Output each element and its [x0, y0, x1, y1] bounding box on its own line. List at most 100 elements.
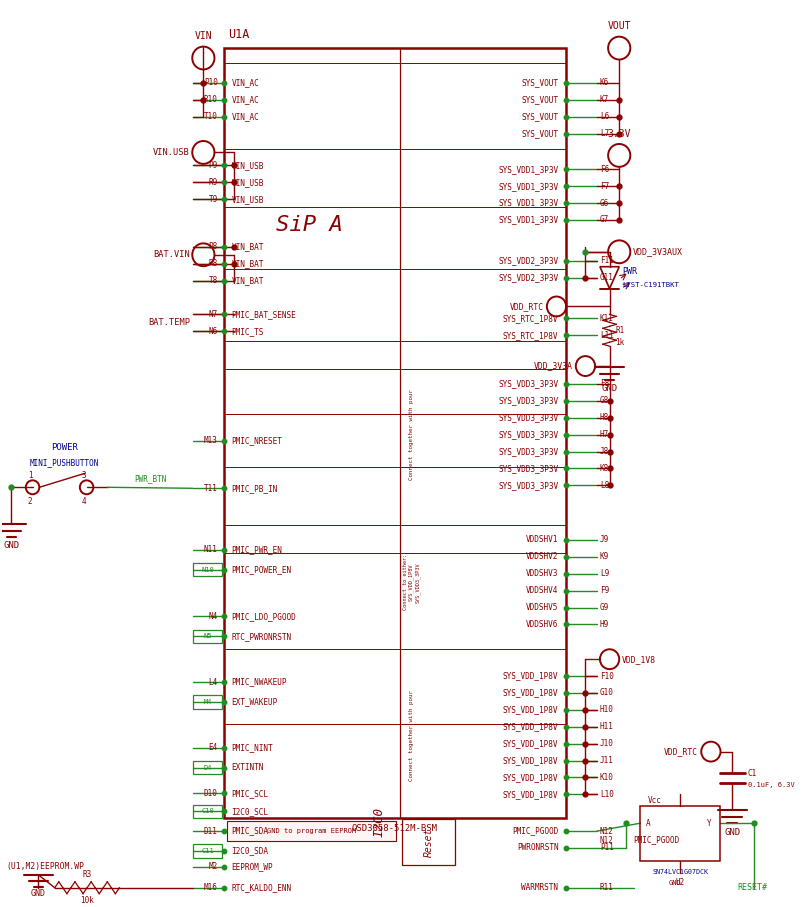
Text: K7: K7 — [600, 95, 610, 104]
Bar — [193, 805, 222, 818]
Text: R11: R11 — [600, 883, 614, 892]
Text: VOUT: VOUT — [607, 21, 631, 31]
Text: SYS_VOUT: SYS_VOUT — [521, 95, 558, 104]
Text: SN74LVC1G07DCK: SN74LVC1G07DCK — [652, 869, 708, 875]
Text: EEPROM_WP: EEPROM_WP — [231, 863, 273, 872]
Text: BAT.TEMP: BAT.TEMP — [148, 317, 190, 327]
Text: SYS_VDD_1P8V: SYS_VDD_1P8V — [503, 706, 558, 715]
Text: (U1,M2)EEPROM.WP: (U1,M2)EEPROM.WP — [6, 863, 85, 872]
Text: PMIC_PGOOD: PMIC_PGOOD — [634, 835, 680, 844]
Text: T10: T10 — [204, 112, 218, 122]
Text: N12: N12 — [600, 826, 614, 835]
Text: N4: N4 — [208, 612, 218, 621]
Text: SYS_VDD3_3P3V: SYS_VDD3_3P3V — [498, 463, 558, 473]
Text: C1: C1 — [747, 769, 757, 778]
Text: D10: D10 — [204, 789, 218, 798]
Text: PMIC_POWER_EN: PMIC_POWER_EN — [231, 565, 292, 574]
Text: VDDSHV3: VDDSHV3 — [526, 570, 558, 579]
Text: PMIC_LDO_PGOOD: PMIC_LDO_PGOOD — [231, 612, 296, 621]
Text: PMIC_BAT_SENSE: PMIC_BAT_SENSE — [231, 310, 296, 319]
Text: T9: T9 — [208, 195, 218, 204]
Text: N5: N5 — [203, 633, 212, 639]
Text: 1: 1 — [28, 471, 32, 480]
Text: SYS_VDD_1P8V: SYS_VDD_1P8V — [503, 790, 558, 799]
Text: F10: F10 — [600, 671, 614, 680]
Text: SYS_VDD1_3P3V: SYS_VDD1_3P3V — [498, 181, 558, 190]
Text: J9: J9 — [600, 535, 610, 544]
Text: RTC_KALDO_ENN: RTC_KALDO_ENN — [231, 883, 292, 892]
Text: GND: GND — [31, 889, 46, 898]
Text: SYS_VDD_1P8V: SYS_VDD_1P8V — [503, 756, 558, 766]
Bar — [193, 761, 222, 775]
Text: N7: N7 — [208, 310, 218, 319]
Text: Connect together with pour: Connect together with pour — [409, 689, 414, 781]
Text: L9: L9 — [600, 570, 610, 579]
Text: SYS_VOUT: SYS_VOUT — [521, 112, 558, 122]
Text: Reset: Reset — [424, 827, 433, 857]
Text: T11: T11 — [204, 483, 218, 493]
Text: SYS_VDD1_3P3V: SYS_VDD1_3P3V — [498, 165, 558, 174]
Text: PWR: PWR — [622, 268, 637, 276]
Text: GND: GND — [3, 541, 19, 551]
Text: C10: C10 — [201, 808, 214, 814]
Text: F9: F9 — [600, 586, 610, 595]
Text: R3: R3 — [83, 871, 92, 879]
Text: P11: P11 — [600, 844, 614, 853]
Text: SYS_VDD_1P8V: SYS_VDD_1P8V — [503, 688, 558, 697]
Text: WARMRSTN: WARMRSTN — [521, 883, 558, 892]
Text: SYS_VDD2_3P3V: SYS_VDD2_3P3V — [498, 273, 558, 282]
Text: POWER: POWER — [51, 443, 78, 452]
Text: PMIC_PGOOD: PMIC_PGOOD — [512, 826, 558, 835]
Text: VIN_AC: VIN_AC — [231, 78, 259, 87]
Text: K6: K6 — [600, 78, 610, 87]
Bar — [402, 819, 455, 865]
Text: VDD_3V3A: VDD_3V3A — [534, 362, 573, 371]
Text: VDDSHV2: VDDSHV2 — [526, 552, 558, 561]
Bar — [193, 696, 222, 708]
Text: SYS_VDD1_3P3V: SYS_VDD1_3P3V — [498, 216, 558, 225]
Text: PMIC_TS: PMIC_TS — [231, 327, 264, 336]
Text: VIN_BAT: VIN_BAT — [231, 259, 264, 268]
Text: H9: H9 — [600, 619, 610, 629]
Text: MINI_PUSHBUTTON: MINI_PUSHBUTTON — [30, 458, 99, 467]
Text: F7: F7 — [600, 181, 610, 190]
Text: 0.1uF, 6.3V: 0.1uF, 6.3V — [747, 783, 795, 788]
Text: PMIC_SCL: PMIC_SCL — [231, 789, 268, 798]
Text: SYS_VDD3_3P3V: SYS_VDD3_3P3V — [498, 447, 558, 456]
Text: I2C0_SDA: I2C0_SDA — [231, 846, 268, 855]
Text: VDDSHV4: VDDSHV4 — [526, 586, 558, 595]
Text: PWR_BTN: PWR_BTN — [134, 473, 167, 483]
Text: U1A: U1A — [228, 28, 250, 41]
Text: EXT_WAKEUP: EXT_WAKEUP — [231, 697, 278, 707]
Text: GND: GND — [724, 827, 740, 836]
Text: F6: F6 — [600, 165, 610, 174]
Text: SYS_VDD_1P8V: SYS_VDD_1P8V — [503, 773, 558, 782]
Text: D11: D11 — [204, 826, 218, 835]
Bar — [227, 821, 396, 841]
Text: SYS_VDD_1P8V: SYS_VDD_1P8V — [503, 722, 558, 731]
Text: SYS_RTC_1P8V: SYS_RTC_1P8V — [503, 314, 558, 323]
Text: VIN_AC: VIN_AC — [231, 112, 259, 122]
Text: N6: N6 — [208, 327, 218, 336]
Text: SYS_VDD_1P8V: SYS_VDD_1P8V — [503, 671, 558, 680]
Text: GND: GND — [602, 385, 618, 394]
Text: J10: J10 — [600, 739, 614, 748]
Bar — [193, 844, 222, 858]
Text: I2C0_SCL: I2C0_SCL — [231, 806, 268, 815]
Text: VIN_USB: VIN_USB — [231, 195, 264, 204]
Text: SYS_VDD2_3P3V: SYS_VDD2_3P3V — [498, 257, 558, 265]
Text: J8: J8 — [600, 447, 610, 456]
Text: M4: M4 — [203, 699, 212, 705]
Text: VDDSHV5: VDDSHV5 — [526, 603, 558, 612]
Text: VDD_3V3AUX: VDD_3V3AUX — [633, 248, 682, 257]
Text: M13: M13 — [204, 436, 218, 445]
Text: F8: F8 — [600, 379, 610, 388]
Text: R9: R9 — [208, 178, 218, 187]
Text: GND to program EEPROM: GND to program EEPROM — [268, 828, 356, 834]
Text: GND: GND — [668, 880, 681, 886]
Text: N10: N10 — [201, 567, 214, 572]
Text: PMIC_NINT: PMIC_NINT — [231, 743, 273, 752]
Text: SYS_VDD3_3P3V: SYS_VDD3_3P3V — [498, 414, 558, 423]
Text: H11: H11 — [600, 722, 614, 731]
Text: 1k: 1k — [615, 337, 625, 346]
